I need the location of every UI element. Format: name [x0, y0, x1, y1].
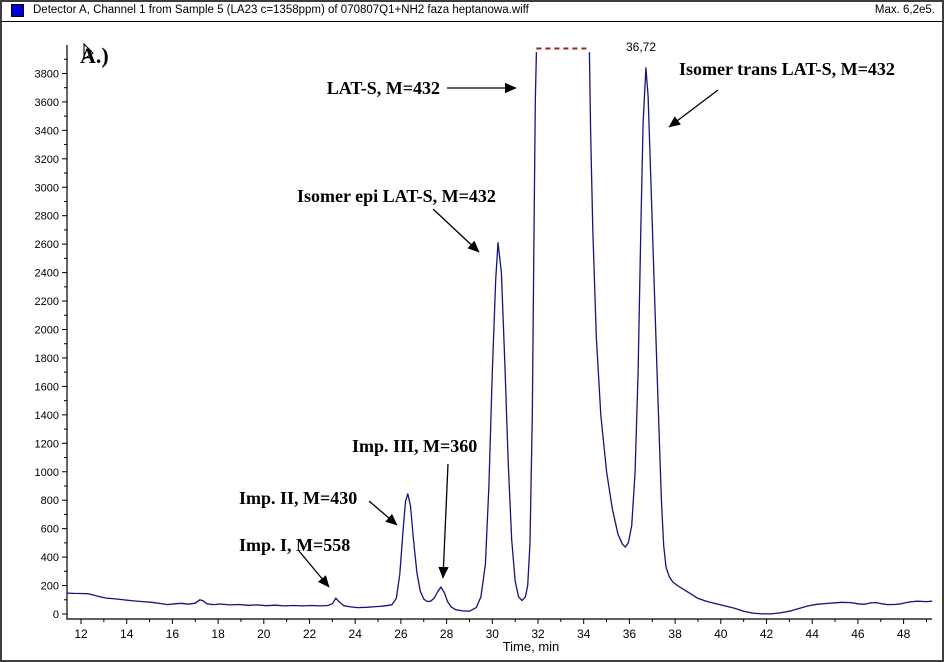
- x-tick-label: 30: [486, 627, 500, 641]
- axes: 0 200 400 600 800 1000 1200 1400 1600 1800 2000 220…: [35, 45, 932, 654]
- y-tick-label: 1600: [35, 381, 59, 393]
- y-tick-label: 200: [41, 581, 59, 593]
- y-tick-label: 3600: [35, 97, 59, 109]
- y-tick-label: 3400: [35, 125, 59, 137]
- x-tick-label: 18: [211, 627, 225, 641]
- peak-label-lat-s: LAT-S, M=432: [326, 78, 440, 98]
- peak-label-isomer-epi: Isomer epi LAT-S, M=432: [297, 186, 496, 206]
- annotation-arrow-trans: [668, 89, 719, 128]
- max-intensity-label: Max. 6,2e5.: [874, 4, 935, 16]
- title-bar: Detector A, Channel 1 from Sample 5 (LA2…: [2, 2, 942, 22]
- x-tick-label: 22: [303, 627, 317, 641]
- x-tick-label: 36: [623, 627, 637, 641]
- x-tick-label: 40: [714, 627, 728, 641]
- y-tick-label: 1000: [35, 467, 59, 479]
- y-tick-label: 2200: [35, 296, 59, 308]
- x-tick-label: 12: [74, 627, 88, 641]
- peak-label-imp-ii: Imp. II, M=430: [239, 488, 358, 508]
- x-tick-label: 28: [440, 627, 454, 641]
- retention-time-label: 36,72: [626, 40, 657, 54]
- y-tick-label: 600: [41, 524, 59, 536]
- annotation-arrow-epi: [432, 208, 480, 253]
- x-tick-label: 48: [897, 627, 911, 641]
- peak-label-imp-iii: Imp. III, M=360: [352, 436, 478, 456]
- y-tick-label: 3800: [35, 68, 59, 80]
- trace-legend-icon: [11, 4, 24, 17]
- x-tick-label: 14: [120, 627, 134, 641]
- y-tick-label: 2000: [35, 325, 59, 337]
- y-tick-label: 3000: [35, 182, 59, 194]
- y-tick-label: 400: [41, 552, 59, 564]
- y-tick-label: 1400: [35, 410, 59, 422]
- y-tick-label: 1200: [35, 438, 59, 450]
- y-tick-label: 1800: [35, 353, 59, 365]
- annotation-arrow-imp2: [368, 500, 398, 526]
- y-tick-label: 2800: [35, 211, 59, 223]
- annotation-arrow-imp1: [298, 550, 330, 588]
- peak-label-imp-i: Imp. I, M=558: [239, 535, 351, 555]
- y-tick-label: 3200: [35, 154, 59, 166]
- chromatogram-trace: [66, 52, 933, 615]
- x-tick-label: 24: [349, 627, 363, 641]
- x-tick-label: 26: [394, 627, 408, 641]
- x-tick-label: 34: [577, 627, 591, 641]
- x-tick-label: 32: [531, 627, 545, 641]
- x-tick-label: 42: [760, 627, 774, 641]
- x-tick-label: 20: [257, 627, 271, 641]
- y-tick-label: 2600: [35, 239, 59, 251]
- y-tick-label: 0: [53, 609, 59, 621]
- chromatogram-title: Detector A, Channel 1 from Sample 5 (LA2…: [33, 4, 529, 16]
- x-axis-title: Time, min: [503, 639, 560, 654]
- panel-label: A.): [80, 43, 109, 68]
- x-tick-label: 46: [851, 627, 865, 641]
- x-tick-label: 44: [806, 627, 820, 641]
- x-tick-label: 16: [166, 627, 180, 641]
- annotation-arrow-imp3: [438, 463, 449, 579]
- peak-label-isomer-trans: Isomer trans LAT-S, M=432: [679, 59, 895, 79]
- y-tick-label: 800: [41, 495, 59, 507]
- annotation-arrows: [298, 82, 719, 588]
- y-tick-label: 2400: [35, 268, 59, 280]
- x-tick-label: 38: [668, 627, 682, 641]
